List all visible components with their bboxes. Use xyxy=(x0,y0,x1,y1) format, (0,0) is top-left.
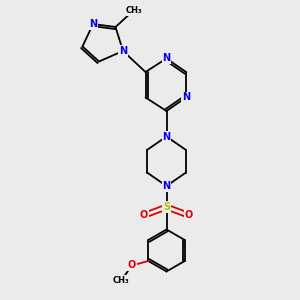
Text: O: O xyxy=(185,210,193,220)
Text: O: O xyxy=(128,260,136,271)
Text: O: O xyxy=(140,210,148,220)
Text: S: S xyxy=(163,202,170,212)
Text: N: N xyxy=(119,46,127,56)
Text: N: N xyxy=(162,131,171,142)
Text: N: N xyxy=(162,53,171,64)
Text: N: N xyxy=(89,19,97,29)
Text: N: N xyxy=(162,181,171,191)
Text: CH₃: CH₃ xyxy=(125,6,142,15)
Text: N: N xyxy=(182,92,190,103)
Text: CH₃: CH₃ xyxy=(113,276,130,285)
